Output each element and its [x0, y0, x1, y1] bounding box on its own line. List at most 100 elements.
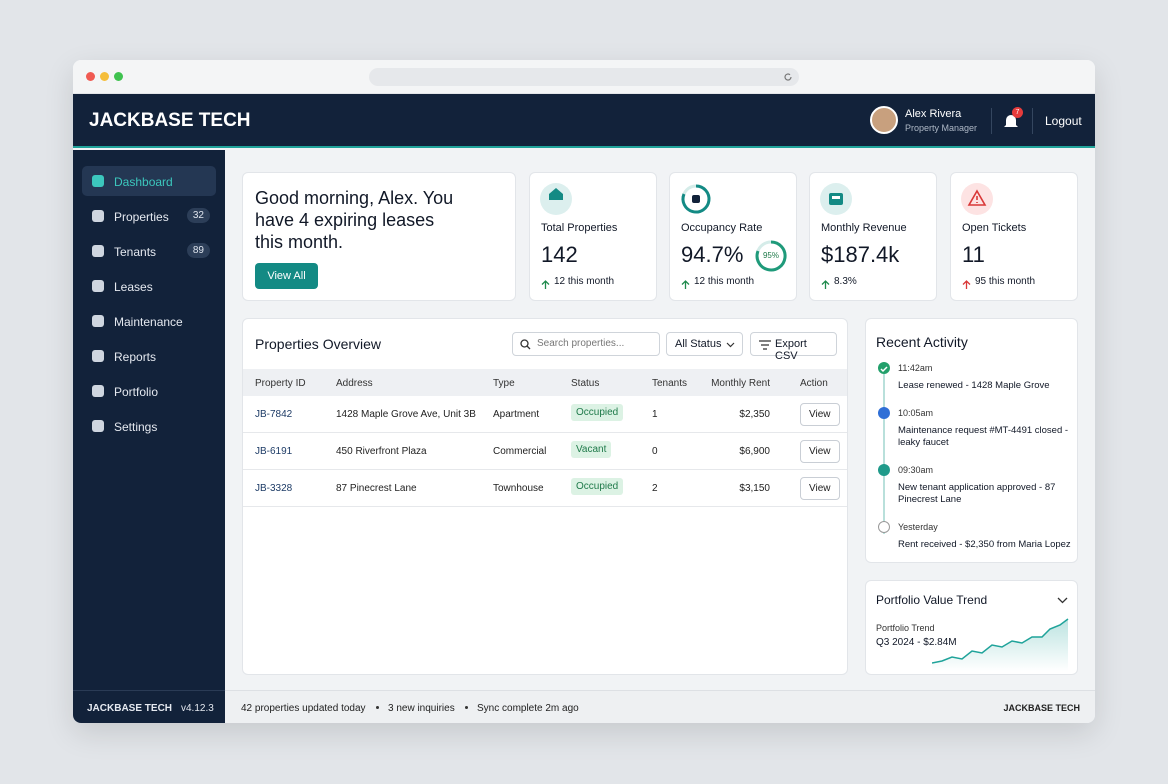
- user-role: Property Manager: [905, 123, 978, 133]
- status-filter[interactable]: All Status: [666, 332, 743, 356]
- cell: 87 Pinecrest Lane: [336, 483, 417, 494]
- view-all-button[interactable]: View All: [255, 263, 318, 289]
- filter-icon: [759, 340, 771, 350]
- stat-value: 94.7%: [681, 242, 744, 267]
- export-label: Export CSV: [775, 338, 807, 362]
- sidebar-footer: JACKBASE TECH v4.12.3: [73, 690, 225, 723]
- property-id[interactable]: JB-3328: [255, 483, 293, 494]
- status-chip: Occupied: [571, 478, 624, 495]
- stat-label: Occupancy Rate: [681, 222, 763, 234]
- close-dot[interactable]: [86, 72, 95, 81]
- trend-arrow: [541, 277, 550, 295]
- timeline-line: [883, 374, 885, 534]
- notification-badge: 7: [1012, 107, 1023, 118]
- collapse-chevron[interactable]: [1057, 597, 1068, 604]
- cell: Commercial: [493, 446, 547, 457]
- cell: $3,150: [739, 483, 770, 494]
- stat-change: 12 this month: [694, 276, 755, 287]
- view-button[interactable]: View: [800, 477, 840, 500]
- property-id[interactable]: JB-7842: [255, 409, 293, 420]
- search-placeholder: Search properties...: [537, 338, 625, 349]
- status-brand: JACKBASE TECH: [1003, 703, 1080, 713]
- browser-chrome: [73, 60, 1095, 94]
- divider: [1032, 108, 1033, 134]
- nav-icon: [92, 385, 104, 397]
- separator-dot: [465, 706, 468, 709]
- stat-label: Open Tickets: [962, 222, 1027, 234]
- stat-card: Open Tickets 11 95 this month: [950, 172, 1078, 301]
- column-header: Tenants: [652, 378, 688, 389]
- minimize-dot[interactable]: [100, 72, 109, 81]
- activity-text: Maintenance request #MT-4491 closed - le…: [898, 425, 1069, 448]
- nav-label: Dashboard: [114, 175, 173, 189]
- nav-badge: 32: [186, 208, 210, 223]
- activity-text: Rent received - $2,350 from Maria Lopez: [898, 539, 1071, 550]
- cell: Apartment: [493, 409, 540, 420]
- table-header: Property ID Address Type Status Tenants Month…: [243, 369, 847, 396]
- stat-label: Total Properties: [541, 222, 618, 234]
- table-row: JB-6191 450 Riverfront Plaza Commercial Vac…: [243, 433, 847, 470]
- user-name[interactable]: Alex Rivera: [905, 108, 962, 120]
- reload-icon[interactable]: [783, 72, 793, 82]
- search-box[interactable]: Search properties...: [512, 332, 660, 356]
- stat-value: 11: [962, 242, 985, 267]
- cell: 450 Riverfront Plaza: [336, 446, 427, 457]
- logout[interactable]: Logout: [1045, 114, 1082, 128]
- activity-panel: Recent Activity 11:42am Lease renewed - 1…: [865, 318, 1078, 563]
- maximize-dot[interactable]: [114, 72, 123, 81]
- url-bar[interactable]: [369, 68, 799, 86]
- stat-icon: [820, 183, 852, 215]
- activity-time: 10:05am: [898, 408, 934, 418]
- nav-item[interactable]: Dashboard: [82, 166, 216, 196]
- nav-item[interactable]: Settings: [82, 411, 216, 441]
- nav-label: Tenants: [114, 245, 157, 259]
- timeline-dot: [878, 521, 890, 533]
- trend-label: Portfolio Trend: [876, 623, 935, 633]
- stat-change: 8.3%: [834, 276, 857, 287]
- footer-brand: JACKBASE TECH: [87, 703, 173, 714]
- status-chip: Occupied: [571, 404, 624, 421]
- stat-icon: [680, 183, 712, 215]
- stat-card: Occupancy Rate 94.7% 12 this month 95%: [669, 172, 797, 301]
- brand[interactable]: JACKBASE TECH: [89, 110, 251, 131]
- property-id[interactable]: JB-6191: [255, 446, 293, 457]
- occupancy-ring: [754, 239, 788, 278]
- nav-label: Properties: [114, 210, 169, 224]
- table-row: JB-3328 87 Pinecrest Lane Townhouse Occupie…: [243, 470, 847, 507]
- status-chip: Vacant: [571, 441, 612, 458]
- trend-arrow: [821, 277, 830, 295]
- nav-item[interactable]: Properties 32: [82, 201, 216, 231]
- divider: [991, 108, 992, 134]
- activity-text: New tenant application approved - 87 Pin…: [898, 482, 1056, 505]
- view-button[interactable]: View: [800, 403, 840, 426]
- chevron: [726, 342, 735, 348]
- stat-card: Monthly Revenue $187.4k 8.3%: [809, 172, 937, 301]
- status-bar: JACKBASE TECH 42 properties updated toda…: [225, 690, 1095, 723]
- timeline-dot: [878, 464, 890, 476]
- properties-panel: Properties Overview Search properties...…: [242, 318, 848, 675]
- nav-label: Maintenance: [114, 315, 183, 329]
- greeting-text: Good morning, Alex. You have 4 expiring …: [255, 188, 454, 252]
- nav-item[interactable]: Leases: [82, 271, 216, 301]
- avatar[interactable]: [870, 106, 898, 134]
- cell: 0: [652, 446, 658, 457]
- ring-label: 95%: [762, 251, 779, 260]
- nav-item[interactable]: Portfolio: [82, 376, 216, 406]
- nav-icon: [92, 280, 104, 292]
- nav-item[interactable]: Maintenance: [82, 306, 216, 336]
- timeline-dot: [878, 362, 890, 374]
- greeting-card: Good morning, Alex. You have 4 expiring …: [242, 172, 516, 301]
- nav-icon: [92, 420, 104, 432]
- column-header: Type: [493, 378, 515, 389]
- nav-item[interactable]: Reports: [82, 341, 216, 371]
- stat-label: Monthly Revenue: [821, 222, 907, 234]
- bell-icon[interactable]: [1003, 112, 1019, 130]
- export-button[interactable]: Export CSV: [750, 332, 837, 362]
- search-icon: [520, 339, 531, 350]
- column-header: Status: [571, 378, 600, 389]
- column-header: Property ID: [255, 378, 306, 389]
- view-button[interactable]: View: [800, 440, 840, 463]
- stat-change: 95 this month: [975, 276, 1036, 287]
- nav-item[interactable]: Tenants 89: [82, 236, 216, 266]
